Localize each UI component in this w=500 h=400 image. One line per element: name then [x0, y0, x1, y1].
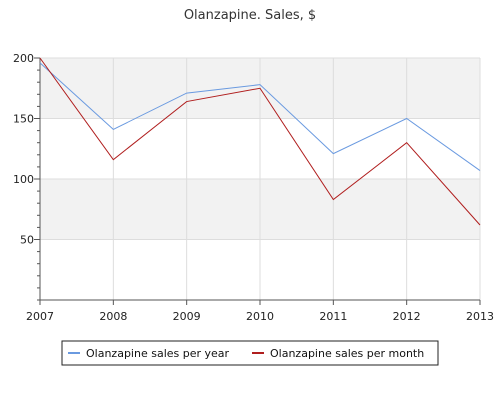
series-line-2 — [39, 57, 481, 226]
tick-labels: 50 100 150 200 2007 2008 2009 2010 2011 2012 2013 — [13, 52, 494, 323]
series-line-1 — [39, 62, 481, 171]
axes — [34, 57, 481, 305]
legend: Olanzapine sales per year Olanzapine sale… — [61, 340, 439, 366]
legend-box — [61, 340, 439, 366]
x-tick-label: 2010 — [246, 310, 274, 323]
series-layer — [39, 57, 481, 226]
legend-label-2: Olanzapine sales per month — [270, 347, 424, 360]
x-tick-label: 2012 — [393, 310, 421, 323]
chart-title: Olanzapine. Sales, $ — [184, 8, 316, 23]
y-tick-label: 50 — [20, 234, 34, 247]
y-tick-label: 100 — [13, 173, 34, 186]
legend-label-1: Olanzapine sales per year — [86, 347, 230, 360]
x-tick-label: 2011 — [319, 310, 347, 323]
x-tick-label: 2013 — [466, 310, 494, 323]
x-tick-label: 2007 — [26, 310, 54, 323]
y-tick-label: 200 — [13, 52, 34, 65]
grid-lines — [40, 57, 481, 300]
x-tick-label: 2008 — [99, 310, 127, 323]
y-tick-label: 150 — [13, 113, 34, 126]
x-tick-label: 2009 — [173, 310, 201, 323]
